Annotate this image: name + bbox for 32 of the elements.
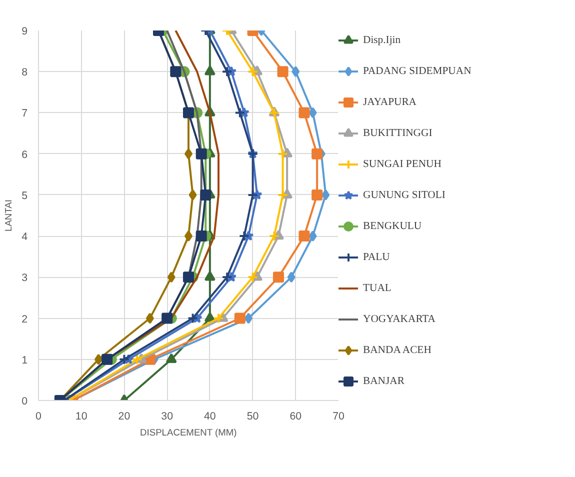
y-tick-label: 6 bbox=[22, 148, 28, 161]
x-tick-label: 20 bbox=[118, 410, 130, 422]
x-axis-title: DISPLACEMENT (MM) bbox=[140, 428, 237, 438]
y-tick-label: 1 bbox=[22, 354, 28, 366]
legend-label: Disp.Ijin bbox=[363, 34, 401, 47]
legend-label: PADANG SIDEMPUAN bbox=[363, 64, 472, 78]
y-tick-label: 9 bbox=[22, 26, 28, 38]
legend-label: BENGKULU bbox=[363, 220, 422, 233]
legend-label: BUKITTINGGI bbox=[363, 126, 432, 140]
y-tick-label: 0 bbox=[22, 396, 28, 408]
y-tick-label: 2 bbox=[22, 313, 28, 326]
y-tick-label: 3 bbox=[22, 272, 28, 284]
x-tick-label: 0 bbox=[36, 410, 42, 422]
x-tick-label: 70 bbox=[332, 410, 344, 422]
y-tick-label: 8 bbox=[22, 66, 28, 79]
y-tick-label: 4 bbox=[22, 231, 28, 244]
legend-label: BANJAR bbox=[363, 374, 404, 388]
legend-label: JAYAPURA bbox=[363, 96, 416, 109]
legend-label: YOGYAKARTA bbox=[363, 312, 436, 326]
x-tick-label: 50 bbox=[246, 410, 259, 422]
legend-label: PALU bbox=[363, 250, 390, 264]
x-tick-label: 10 bbox=[75, 410, 88, 422]
x-tick-label: 30 bbox=[161, 410, 174, 422]
legend-label: SUNGAI PENUH bbox=[363, 158, 442, 171]
x-tick-label: 60 bbox=[290, 410, 302, 422]
y-axis-title: LANTAI bbox=[4, 200, 14, 232]
y-tick-label: 5 bbox=[22, 190, 28, 202]
x-tick-label: 40 bbox=[204, 410, 216, 422]
legend-label: GUNUNG SITOLI bbox=[363, 188, 446, 202]
legend-label: BANDA ACEH bbox=[363, 344, 432, 357]
y-tick-label: 7 bbox=[22, 108, 28, 120]
legend-label: TUAL bbox=[363, 282, 392, 295]
